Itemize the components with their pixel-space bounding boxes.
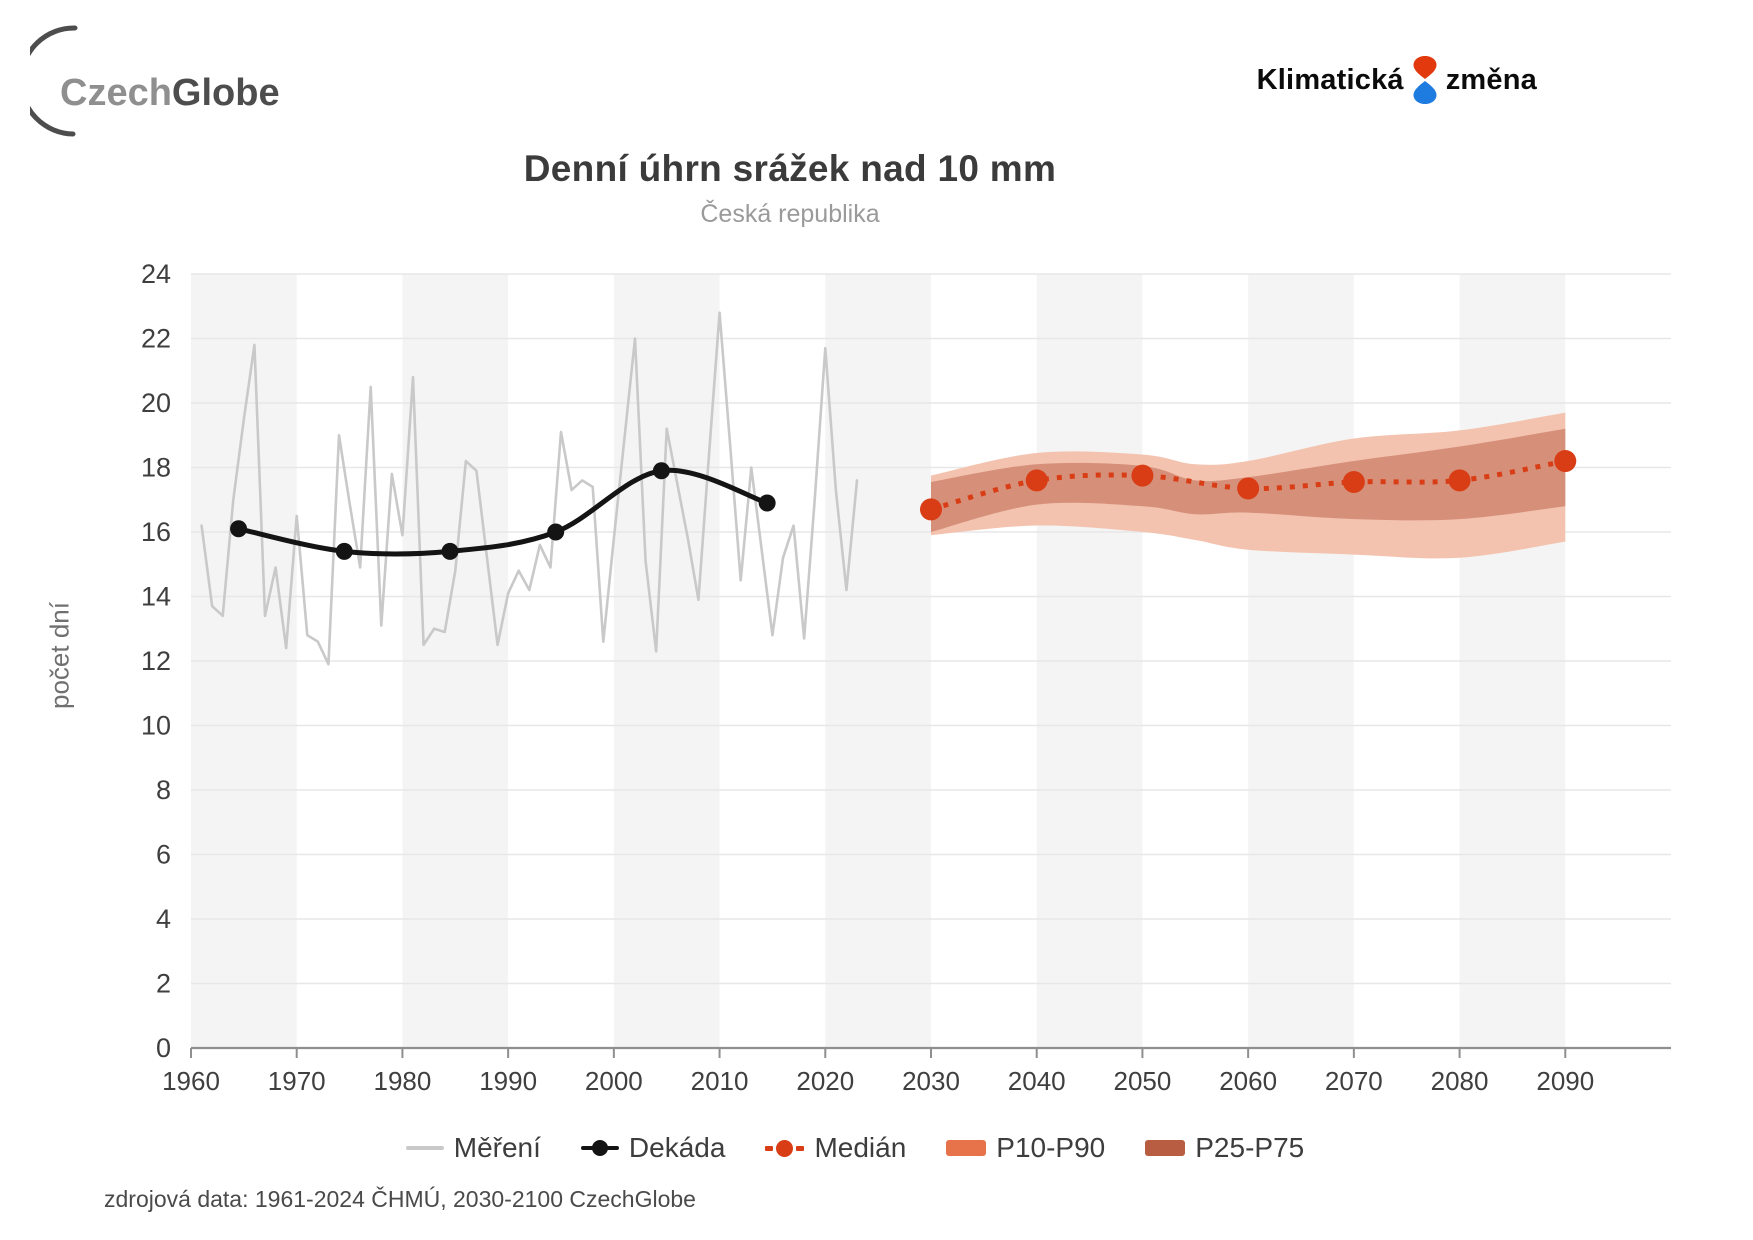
median-point [1554, 450, 1577, 473]
y-tick-label: 0 [156, 1033, 171, 1063]
median-point [1448, 469, 1471, 492]
legend-label: P10-P90 [996, 1132, 1106, 1163]
x-tick-label: 2030 [902, 1066, 960, 1096]
legend-label: P25-P75 [1195, 1132, 1305, 1163]
median-point [1237, 477, 1260, 500]
drops-icon [1413, 56, 1437, 104]
y-tick-label: 2 [156, 969, 171, 999]
x-tick-label: 2080 [1431, 1066, 1489, 1096]
decade-point [758, 494, 776, 512]
czechglobe-logo: CzechGlobe [18, 24, 310, 142]
x-tick-label: 2090 [1536, 1066, 1594, 1096]
band-swatch-icon [946, 1140, 987, 1156]
x-tick-label: 1980 [374, 1066, 432, 1096]
measurement-line-icon [405, 1146, 444, 1150]
klimaticka-word: Klimatická [1256, 63, 1404, 96]
median-point [920, 498, 942, 521]
x-tick-label: 2010 [691, 1066, 749, 1096]
source-note: zdrojová data: 1961-2024 ČHMÚ, 2030-2100… [104, 1186, 696, 1212]
decade-point [547, 523, 565, 541]
decade-point [441, 542, 459, 560]
median-dash-icon [796, 1145, 805, 1151]
chart-legend: Měření Dekáda Medián P10-P90 P25-P75 [0, 1132, 1710, 1164]
legend-item-p25-p75: P25-P75 [1145, 1132, 1304, 1164]
x-tick-label: 1960 [162, 1066, 220, 1096]
y-tick-label: 6 [156, 840, 171, 870]
median-point [1342, 471, 1365, 494]
legend-label: Medián [814, 1132, 907, 1163]
y-tick-label: 18 [141, 453, 171, 483]
klimaticka-zmena-logo: Klimatická změna [1257, 55, 1537, 105]
x-axis: 1960 1970 1980 1990 2000 2010 2020 2030 2040 2050… [162, 1046, 1671, 1096]
zmena-word: změna [1445, 63, 1537, 96]
median-point [1025, 469, 1048, 492]
decade-line-icon [580, 1140, 619, 1156]
measurement-line [200, 311, 859, 666]
median-line-icon [765, 1139, 805, 1157]
decade-point [335, 542, 353, 560]
median-dash-icon [765, 1145, 774, 1151]
czechglobe-logo-text-globe: Globe [172, 72, 280, 114]
y-tick-label: 4 [156, 904, 171, 934]
x-tick-label: 2020 [796, 1066, 854, 1096]
legend-item-dek-da: Dekáda [580, 1132, 726, 1164]
median-dot-icon [776, 1139, 794, 1157]
median-point [1131, 464, 1154, 487]
chart-title: Denní úhrn srážek nad 10 mm [523, 148, 1057, 189]
y-tick-label: 22 [141, 324, 171, 354]
blue-drop-icon [1413, 81, 1437, 104]
x-tick-label: 1990 [479, 1066, 537, 1096]
y-tick-label: 12 [141, 646, 171, 676]
x-tick-label: 2040 [1008, 1066, 1066, 1096]
x-tick-label: 2060 [1219, 1066, 1277, 1096]
czechglobe-logo-text: CzechGlobe [60, 72, 280, 114]
red-drop-icon [1413, 56, 1437, 79]
y-tick-label: 24 [141, 259, 171, 289]
y-tick-label: 8 [156, 775, 171, 805]
x-tick-label: 1970 [268, 1066, 326, 1096]
y-tick-label: 14 [141, 582, 171, 612]
legend-item-medi-n: Medián [765, 1132, 906, 1164]
decade-point [652, 462, 670, 480]
y-tick-label: 20 [141, 388, 171, 418]
y-tick-label: 10 [141, 711, 171, 741]
czechglobe-logo-text-czech: Czech [60, 72, 172, 114]
band-swatch-icon [1145, 1140, 1186, 1156]
legend-label: Dekáda [628, 1132, 726, 1163]
x-tick-label: 2050 [1114, 1066, 1172, 1096]
x-tick-label: 2070 [1325, 1066, 1383, 1096]
czechglobe-logo-graphic: CzechGlobe [18, 25, 280, 137]
legend-label: Měření [453, 1132, 541, 1163]
y-tick-label: 16 [141, 517, 171, 547]
decade-line [238, 467, 768, 557]
decade-dot-icon [591, 1140, 608, 1156]
legend-item-p10-p90: P10-P90 [946, 1132, 1105, 1164]
chart-subtitle: Česká republika [700, 200, 880, 228]
x-tick-label: 2000 [585, 1066, 643, 1096]
legend-item-m-en-: Měření [405, 1132, 541, 1164]
decade-point [230, 520, 248, 538]
